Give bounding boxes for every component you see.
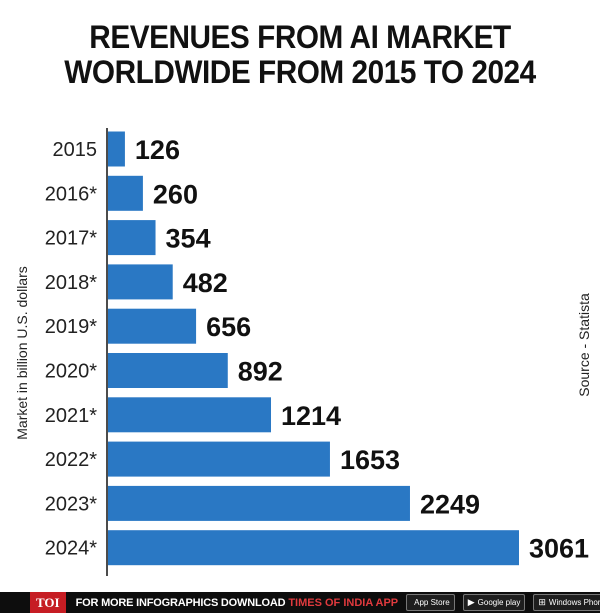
chart-title: REVENUES FROM AI MARKET WORLDWIDE FROM 2… — [21, 20, 579, 90]
category-tick-label: 2018* — [45, 272, 97, 294]
data-label: 1214 — [281, 401, 341, 431]
data-label: 482 — [183, 268, 228, 298]
data-label: 354 — [166, 224, 211, 254]
data-label: 3061 — [529, 534, 589, 564]
data-label: 1653 — [340, 445, 400, 475]
google-play-badge[interactable]: ▶ Google play — [462, 594, 526, 611]
windows-phone-label: Windows Phone — [548, 598, 600, 607]
bar-2023 — [108, 485, 410, 521]
footer-bar: TOI FOR MORE INFOGRAPHICS DOWNLOAD TIMES… — [0, 592, 600, 613]
category-tick-label: 2023* — [45, 493, 97, 515]
bar-2017 — [108, 220, 156, 256]
bar-2015 — [108, 131, 125, 167]
chart-title-line-2: WORLDWIDE FROM 2015 TO 2024 — [64, 54, 536, 90]
footer-promo-text: FOR MORE INFOGRAPHICS DOWNLOAD — [75, 596, 286, 609]
toi-logo: TOI — [30, 592, 66, 613]
bar-2022 — [108, 441, 330, 477]
category-tick-label: 2022* — [45, 449, 97, 471]
bar-2016 — [108, 175, 143, 211]
windows-icon: ⊞ — [538, 597, 546, 607]
category-tick-label: 2021* — [45, 405, 97, 427]
footer-brand-text: TIMES OF INDIA APP — [288, 596, 399, 609]
category-tick-label: 2016* — [45, 183, 97, 205]
bar-2019 — [108, 308, 197, 344]
bar-2018 — [108, 264, 173, 300]
google-play-label: Google play — [477, 598, 521, 607]
bar-2020 — [108, 353, 228, 388]
chart-title-line-1: REVENUES FROM AI MARKET — [89, 19, 511, 55]
app-store-label: App Store — [414, 598, 450, 607]
data-label: 892 — [238, 357, 283, 387]
bar-chart: 2015 126 2016* 260 2017* 354 2018* 482 2019* 656 2… — [45, 128, 589, 576]
data-label: 260 — [153, 179, 198, 209]
data-label: 656 — [206, 312, 251, 342]
windows-phone-badge[interactable]: ⊞ Windows Phone — [533, 594, 600, 611]
category-tick-label: 2024* — [45, 538, 97, 560]
data-label: 2249 — [420, 489, 480, 519]
google-play-icon: ▶ — [467, 597, 475, 607]
category-tick-label: 2019* — [45, 316, 97, 338]
bar-2024 — [108, 530, 519, 566]
category-tick-label: 2017* — [45, 228, 97, 250]
category-tick-label: 2020* — [45, 361, 97, 383]
data-label: 126 — [135, 135, 180, 165]
category-tick-label: 2015 — [53, 139, 98, 161]
app-store-badge[interactable]: App Store — [406, 594, 455, 611]
bar-2021 — [108, 397, 272, 433]
